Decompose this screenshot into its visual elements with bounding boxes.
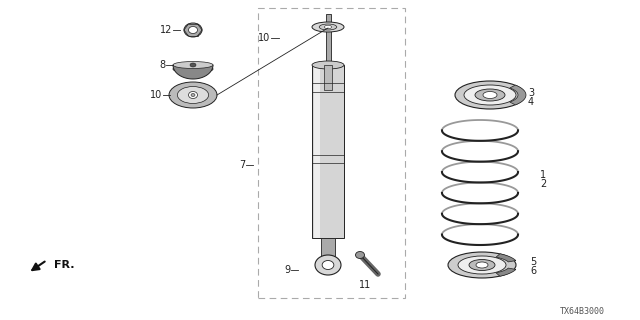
Ellipse shape — [324, 25, 332, 29]
Ellipse shape — [475, 89, 505, 101]
Bar — [321, 238, 335, 256]
Ellipse shape — [177, 86, 209, 103]
Ellipse shape — [312, 61, 344, 69]
Text: 10: 10 — [258, 33, 270, 43]
Ellipse shape — [173, 61, 213, 68]
Ellipse shape — [190, 63, 196, 67]
Ellipse shape — [458, 256, 506, 274]
Text: 11: 11 — [359, 280, 371, 290]
Ellipse shape — [464, 85, 516, 105]
Text: 3: 3 — [528, 88, 534, 98]
Ellipse shape — [173, 65, 213, 73]
Text: 12: 12 — [159, 25, 172, 35]
Ellipse shape — [455, 81, 525, 109]
Ellipse shape — [169, 82, 217, 108]
Text: 5: 5 — [530, 257, 536, 267]
Ellipse shape — [322, 260, 334, 269]
Text: 9: 9 — [284, 265, 290, 275]
Bar — [326, 14, 330, 65]
Ellipse shape — [189, 92, 198, 99]
Text: 2: 2 — [540, 179, 547, 189]
Text: 6: 6 — [530, 266, 536, 276]
Polygon shape — [496, 254, 516, 262]
Ellipse shape — [315, 255, 341, 275]
Ellipse shape — [476, 262, 488, 268]
Ellipse shape — [191, 93, 195, 97]
Text: 10: 10 — [150, 90, 162, 100]
Ellipse shape — [483, 92, 497, 99]
Text: 7: 7 — [239, 160, 245, 170]
Text: TX64B3000: TX64B3000 — [560, 308, 605, 316]
Bar — [314, 65, 320, 238]
Ellipse shape — [189, 27, 198, 34]
Bar — [312, 65, 344, 238]
Ellipse shape — [319, 24, 337, 30]
Bar — [324, 65, 332, 90]
Ellipse shape — [469, 260, 495, 270]
Polygon shape — [496, 268, 516, 276]
Ellipse shape — [184, 23, 202, 37]
Text: 8: 8 — [159, 60, 165, 70]
Text: 4: 4 — [528, 97, 534, 107]
Polygon shape — [173, 65, 213, 79]
Ellipse shape — [355, 252, 365, 259]
Ellipse shape — [312, 22, 344, 32]
Polygon shape — [510, 85, 526, 105]
Ellipse shape — [448, 252, 516, 278]
Text: 1: 1 — [540, 170, 546, 180]
Bar — [258, 8, 405, 298]
Text: FR.: FR. — [54, 260, 74, 270]
